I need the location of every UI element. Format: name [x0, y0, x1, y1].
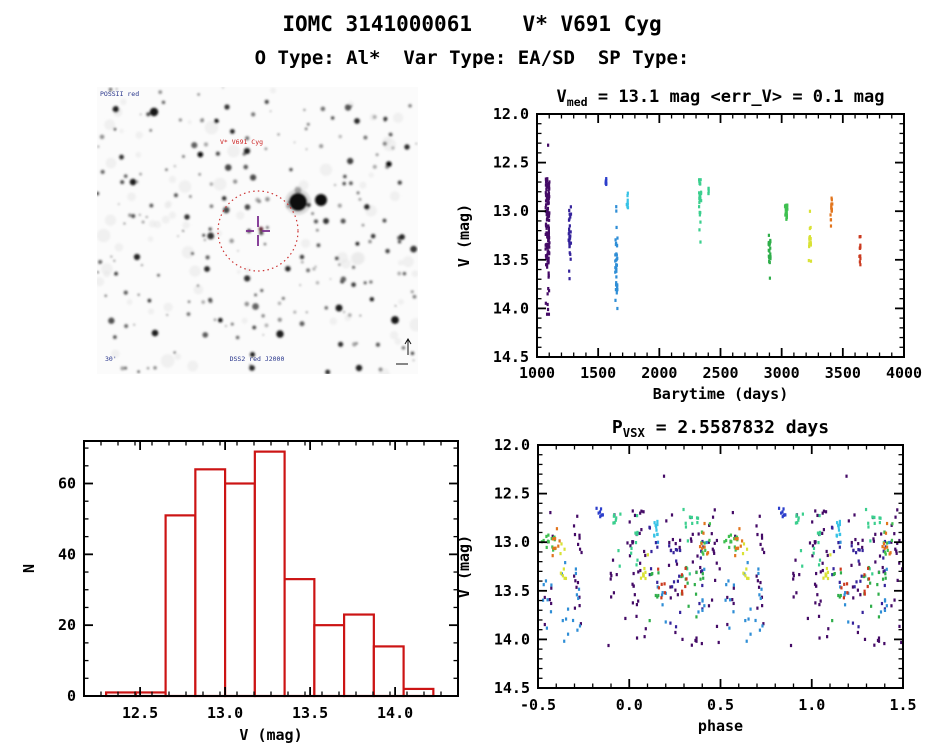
svg-text:60: 60: [58, 475, 76, 493]
svg-text:13.5: 13.5: [493, 251, 529, 269]
svg-text:-0.5: -0.5: [520, 696, 556, 714]
svg-text:1.5: 1.5: [889, 696, 916, 714]
lightcurve-svg: 1000 1500 2000 2500 3000 3500 4000 12.0 12.5 13.0…: [455, 87, 922, 403]
svg-text:14.5: 14.5: [493, 348, 529, 366]
svg-text:13.0: 13.0: [493, 202, 529, 220]
svg-text:13.0: 13.0: [207, 704, 243, 722]
svg-text:Vmed = 13.1 mag <err_V> = 0.1: Vmed = 13.1 mag <err_V> = 0.1 mag: [557, 87, 885, 109]
svg-text:V (mag): V (mag): [455, 535, 473, 598]
svg-text:13.5: 13.5: [292, 704, 328, 722]
svg-text:14.0: 14.0: [377, 704, 413, 722]
svg-text:12.5: 12.5: [122, 704, 158, 722]
svg-text:2000: 2000: [641, 364, 677, 382]
finding-chart: POSSII red V* V691 Cyg 30' DSS2 red J2000: [97, 87, 418, 374]
svg-text:0.5: 0.5: [707, 696, 734, 714]
svg-text:14.0: 14.0: [493, 299, 529, 317]
stars-layer: [97, 87, 418, 374]
svg-text:Barytime (days): Barytime (days): [653, 385, 788, 403]
phase-folded-plot: -0.5 0.0 0.5 1.0 1.5 12.0 12.5 13.0 13.5 14.0 14.5…: [455, 413, 942, 747]
svg-text:13.5: 13.5: [494, 582, 530, 600]
target-circle: [217, 190, 299, 272]
phase-svg: -0.5 0.0 0.5 1.0 1.5 12.0 12.5 13.0 13.5 14.0 14.5…: [455, 417, 917, 735]
svg-text:14.0: 14.0: [494, 630, 530, 648]
star-field: POSSII red V* V691 Cyg 30' DSS2 red J2000: [97, 87, 418, 374]
target-name-label: V* V691 Cyg: [220, 138, 263, 146]
svg-text:1000: 1000: [519, 364, 555, 382]
footer-label: DSS2 red J2000: [230, 355, 285, 363]
svg-text:3500: 3500: [825, 364, 861, 382]
svg-text:12.5: 12.5: [494, 485, 530, 503]
target-overlay: POSSII red V* V691 Cyg 30' DSS2 red J2000: [100, 90, 412, 365]
histogram-svg: 12.5 13.0 13.5 14.0 0 20 40 60 V (mag) N: [20, 440, 459, 744]
svg-text:13.0: 13.0: [494, 533, 530, 551]
svg-text:V (mag): V (mag): [455, 204, 473, 267]
svg-text:0: 0: [67, 687, 76, 705]
svg-text:40: 40: [58, 545, 76, 563]
svg-text:1500: 1500: [580, 364, 616, 382]
svg-text:20: 20: [58, 616, 76, 634]
page-title: IOMC 3141000061 V* V691 Cyg: [282, 12, 662, 36]
svg-text:1.0: 1.0: [798, 696, 825, 714]
svg-text:3000: 3000: [764, 364, 800, 382]
svg-text:14.5: 14.5: [494, 679, 530, 697]
svg-text:4000: 4000: [886, 364, 922, 382]
magnitude-histogram: 12.5 13.0 13.5 14.0 0 20 40 60 V (mag) N: [18, 423, 468, 747]
svg-text:12.5: 12.5: [493, 154, 529, 172]
svg-text:N: N: [20, 564, 38, 573]
lightcurve-plot: 1000 1500 2000 2500 3000 3500 4000 12.0 12.5 13.0…: [455, 85, 942, 415]
svg-text:0.0: 0.0: [616, 696, 643, 714]
page-subtitle: O Type: Al* Var Type: EA/SD SP Type:: [254, 47, 690, 69]
svg-text:PVSX = 2.5587832 days: PVSX = 2.5587832 days: [612, 417, 829, 440]
svg-text:phase: phase: [698, 717, 743, 735]
survey-label: POSSII red: [100, 90, 139, 98]
compass-north-arrowhead: [404, 338, 412, 345]
svg-text:V (mag): V (mag): [239, 726, 302, 744]
scale-label: 30': [105, 355, 117, 363]
svg-text:12.0: 12.0: [494, 436, 530, 454]
svg-text:12.0: 12.0: [493, 105, 529, 123]
svg-text:2500: 2500: [702, 364, 738, 382]
